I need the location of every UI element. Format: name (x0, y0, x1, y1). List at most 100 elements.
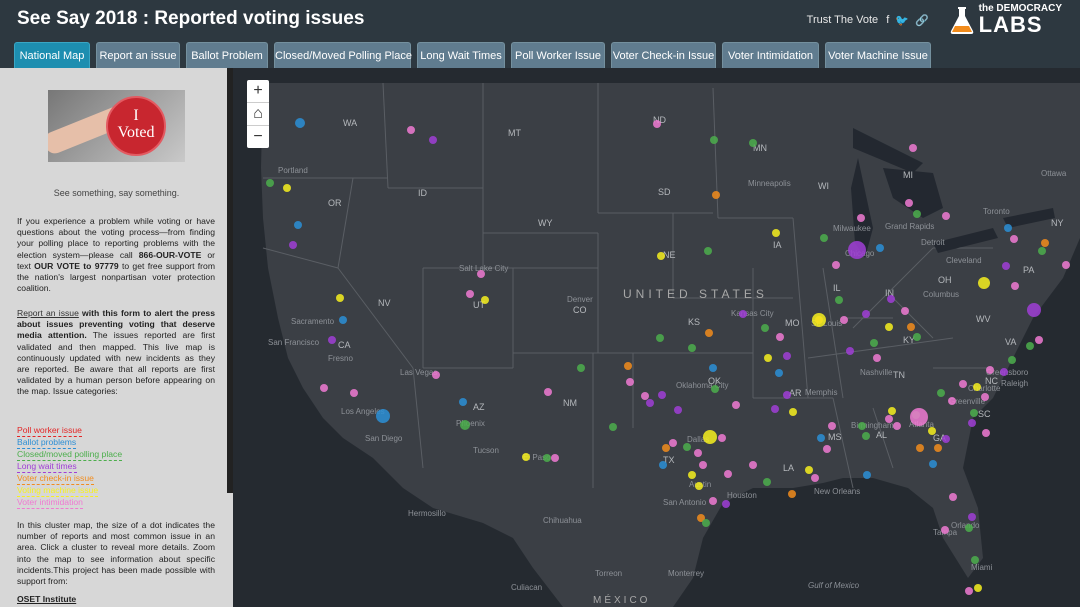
report-issue-link[interactable]: Report an issue (17, 308, 79, 318)
report-cluster[interactable] (695, 482, 703, 490)
report-cluster[interactable] (699, 461, 707, 469)
report-cluster[interactable] (658, 391, 666, 399)
report-cluster[interactable] (624, 362, 632, 370)
report-cluster[interactable] (887, 295, 895, 303)
report-cluster[interactable] (846, 347, 854, 355)
zoom-out-button[interactable]: − (253, 128, 263, 145)
report-cluster[interactable] (320, 384, 328, 392)
democracy-labs-logo[interactable]: the DEMOCRACY LABS (979, 4, 1062, 36)
report-cluster[interactable] (913, 333, 921, 341)
report-cluster[interactable] (1038, 247, 1046, 255)
report-cluster[interactable] (965, 524, 973, 532)
report-cluster[interactable] (934, 444, 942, 452)
report-cluster[interactable] (761, 324, 769, 332)
report-cluster[interactable] (968, 419, 976, 427)
tab-voter-intimidation[interactable]: Voter Intimidation (722, 42, 819, 68)
report-cluster[interactable] (688, 344, 696, 352)
report-cluster[interactable] (328, 336, 336, 344)
report-cluster[interactable] (703, 430, 717, 444)
report-cluster[interactable] (812, 313, 826, 327)
report-cluster[interactable] (909, 144, 917, 152)
report-cluster[interactable] (1010, 235, 1018, 243)
report-cluster[interactable] (683, 443, 691, 451)
report-cluster[interactable] (789, 408, 797, 416)
report-cluster[interactable] (775, 369, 783, 377)
report-cluster[interactable] (817, 434, 825, 442)
report-cluster[interactable] (626, 378, 634, 386)
tab-national-map[interactable]: National Map (14, 42, 90, 68)
tab-ballot-problem[interactable]: Ballot Problem (186, 42, 268, 68)
report-cluster[interactable] (873, 354, 881, 362)
report-cluster[interactable] (928, 427, 936, 435)
report-cluster[interactable] (749, 461, 757, 469)
report-cluster[interactable] (907, 323, 915, 331)
report-cluster[interactable] (709, 497, 717, 505)
report-cluster[interactable] (350, 389, 358, 397)
report-cluster[interactable] (1008, 356, 1016, 364)
report-cluster[interactable] (1035, 336, 1043, 344)
report-cluster[interactable] (376, 409, 390, 423)
report-cluster[interactable] (913, 210, 921, 218)
legend-closed-moved-polling-place[interactable]: Closed/moved polling place (17, 449, 123, 461)
report-cluster[interactable] (577, 364, 585, 372)
report-cluster[interactable] (1002, 262, 1010, 270)
report-cluster[interactable] (916, 444, 924, 452)
report-cluster[interactable] (965, 587, 973, 595)
report-cluster[interactable] (858, 422, 866, 430)
facebook-icon[interactable]: f (886, 14, 890, 26)
report-cluster[interactable] (1004, 224, 1012, 232)
zoom-in-button[interactable]: + (247, 80, 269, 103)
report-cluster[interactable] (459, 398, 467, 406)
report-cluster[interactable] (986, 366, 994, 374)
report-cluster[interactable] (820, 234, 828, 242)
report-cluster[interactable] (697, 514, 705, 522)
report-cluster[interactable] (460, 420, 470, 430)
report-cluster[interactable] (1000, 368, 1008, 376)
legend-ballot-problems[interactable]: Ballot problems (17, 437, 77, 449)
report-cluster[interactable] (901, 307, 909, 315)
report-cluster[interactable] (429, 136, 437, 144)
legend-long-wait-times[interactable]: Long wait times (17, 461, 77, 473)
report-cluster[interactable] (788, 490, 796, 498)
report-cluster[interactable] (295, 118, 305, 128)
report-cluster[interactable] (870, 339, 878, 347)
report-cluster[interactable] (942, 212, 950, 220)
legend-poll-worker-issue[interactable]: Poll worker issue (17, 425, 82, 437)
report-cluster[interactable] (283, 184, 291, 192)
report-cluster[interactable] (659, 461, 667, 469)
report-cluster[interactable] (828, 422, 836, 430)
report-cluster[interactable] (1041, 239, 1049, 247)
report-cluster[interactable] (835, 296, 843, 304)
report-cluster[interactable] (712, 191, 720, 199)
report-cluster[interactable] (982, 429, 990, 437)
report-cluster[interactable] (971, 556, 979, 564)
report-cluster[interactable] (811, 474, 819, 482)
report-cluster[interactable] (764, 354, 772, 362)
report-cluster[interactable] (739, 310, 747, 318)
report-cluster[interactable] (862, 432, 870, 440)
report-cluster[interactable] (981, 393, 989, 401)
report-cluster[interactable] (466, 290, 474, 298)
report-cluster[interactable] (857, 214, 865, 222)
report-cluster[interactable] (732, 401, 740, 409)
report-cluster[interactable] (905, 199, 913, 207)
report-cluster[interactable] (840, 316, 848, 324)
report-cluster[interactable] (876, 244, 884, 252)
legend-voter-intimidation[interactable]: Voter intimidation (17, 497, 83, 509)
report-cluster[interactable] (669, 439, 677, 447)
report-cluster[interactable] (481, 296, 489, 304)
report-cluster[interactable] (772, 229, 780, 237)
report-cluster[interactable] (783, 352, 791, 360)
report-cluster[interactable] (885, 415, 893, 423)
report-cluster[interactable] (688, 471, 696, 479)
map-view[interactable]: WA MT ND MN OR ID SD WI MI WY NE IA IL IN OH PA NY NV UT CO… (233, 68, 1080, 607)
report-cluster[interactable] (783, 391, 791, 399)
report-cluster[interactable] (1011, 282, 1019, 290)
report-cluster[interactable] (722, 500, 730, 508)
report-cluster[interactable] (968, 513, 976, 521)
report-cluster[interactable] (910, 408, 928, 426)
report-cluster[interactable] (893, 422, 901, 430)
report-cluster[interactable] (805, 466, 813, 474)
sidebar-scrollbar[interactable] (227, 68, 233, 493)
report-cluster[interactable] (888, 407, 896, 415)
